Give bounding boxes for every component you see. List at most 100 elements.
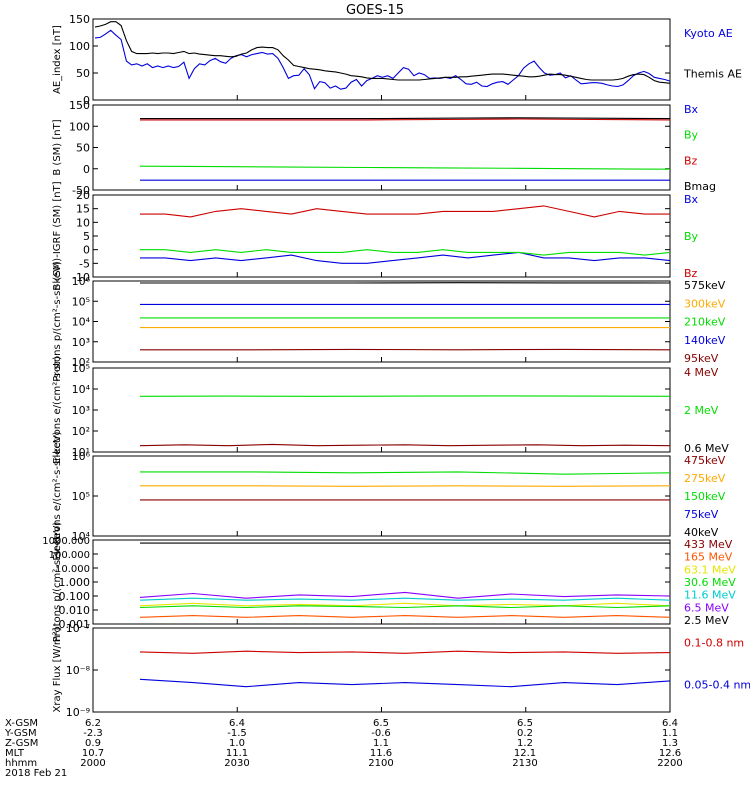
x-row-label: Z-GSM — [5, 738, 38, 749]
x-row-value: 10.7 — [82, 748, 104, 759]
y-tick-label: 10² — [72, 425, 90, 438]
y-axis-label: Protons p/(cm²-s-sr-keV) — [52, 261, 63, 382]
legend-entry: Bx — [684, 103, 699, 116]
y-axis-label: B (SM) [nT] — [52, 119, 63, 175]
x-row-value: 11.6 — [370, 748, 392, 759]
legend-entry: 475keV — [684, 454, 726, 467]
series-line-0-05-0-4-nm — [139, 678, 671, 688]
y-axis-label: B (SM)-IGRF (SM) [nT] — [52, 181, 63, 290]
series-line-11-6-mev — [139, 597, 671, 601]
x-row-value: -1.5 — [227, 728, 247, 739]
y-tick-label: 10⁶ — [72, 450, 91, 463]
legend-entry: Bz — [684, 267, 698, 280]
x-row-value: 1.2 — [517, 738, 533, 749]
panel-4: 10⁶ 10⁵ 10⁴ 10³ 10² Protons p/(cm²-s-sr-keV) 5… — [52, 261, 726, 382]
x-axis-table: X-GSM 6.2 6.4 6.5 6.5 6.4 Y-GSM -2.3 -1.5 -0.6 0.2… — [4, 718, 683, 779]
panel-frame — [92, 627, 671, 713]
y-tick-label: 1000.000 — [42, 536, 90, 547]
y-tick-label: 10⁴ — [72, 383, 91, 396]
series-line-6-5-mev — [139, 591, 671, 599]
series-line-kyoto-ae — [94, 29, 671, 90]
legend-entry: 210keV — [684, 316, 726, 329]
y-axis-label: Electrons e/(cm²-s-sr-keV) — [52, 431, 63, 560]
series-line-by — [140, 249, 671, 256]
legend-entry: 75keV — [684, 508, 719, 521]
y-tick-label: 10⁵ — [72, 362, 90, 375]
x-row-value: 1.1 — [662, 728, 678, 739]
legend-entry: 0.6 MeV — [684, 442, 729, 455]
x-row-value: 11.1 — [226, 748, 248, 759]
series-line-bz — [140, 205, 670, 218]
y-tick-label: 10⁻⁹ — [66, 706, 90, 719]
y-tick-label: 50 — [76, 67, 90, 80]
legend-entry: Bmag — [684, 180, 716, 193]
y-tick-label: 0 — [83, 94, 90, 107]
legend-entry: 0.1-0.8 nm — [684, 636, 744, 649]
legend-entry: 165 MeV — [684, 551, 733, 564]
x-row-value: 12.1 — [514, 748, 536, 759]
series-line-bx — [140, 251, 671, 264]
legend-entry: 40keV — [684, 526, 719, 539]
x-row-label: MLT — [5, 748, 25, 759]
x-row-value: 1.1 — [373, 738, 389, 749]
x-row-value: 6.5 — [373, 718, 389, 729]
x-row-value: 6.4 — [662, 718, 678, 729]
y-tick-label: 0.010 — [59, 604, 91, 617]
series-line-bmag — [140, 117, 671, 120]
panel-frame — [92, 539, 671, 625]
y-tick-label: 10⁻⁷ — [66, 622, 90, 635]
y-tick-label: 10⁴ — [72, 316, 91, 329]
panel-7: 1000.000 100.000 10.0001.0000.1000.0100.00… — [42, 522, 736, 643]
legend-entry: 140keV — [684, 334, 726, 347]
x-row-value: -2.3 — [83, 728, 103, 739]
y-tick-label: 15 — [76, 203, 90, 216]
legend-entry: 30.6 MeV — [684, 576, 736, 589]
x-row-value: 0.9 — [85, 738, 101, 749]
y-tick-label: 50 — [76, 142, 90, 155]
series-line-30-6-mev — [139, 605, 671, 609]
legend-entry: 0.05-0.4 nm — [684, 678, 750, 691]
legend-entry: 95keV — [684, 352, 719, 365]
y-tick-label: 0 — [83, 163, 90, 176]
x-row-value: 6.2 — [85, 718, 101, 729]
y-tick-label: 5 — [83, 230, 90, 243]
legend-entry: 275keV — [684, 472, 726, 485]
y-tick-label: 100 — [69, 40, 90, 53]
y-tick-label: 10³ — [72, 404, 90, 417]
series-line-bz — [140, 118, 671, 121]
legend-entry: Bx — [684, 193, 699, 206]
y-tick-label: 10⁶ — [72, 275, 91, 288]
series-line-150kev — [140, 471, 671, 475]
legend-entry: 4 MeV — [684, 366, 719, 379]
legend-entry: 575keV — [684, 279, 726, 292]
x-row-value: 2000 — [80, 758, 105, 769]
legend-entry: Bz — [684, 154, 698, 167]
legend-entry: 2.5 MeV — [684, 614, 729, 627]
legend-entry: 6.5 MeV — [684, 601, 729, 614]
y-axis-label: Protons p/(cm²-s-sr-keV) — [52, 522, 63, 643]
y-tick-label: 0 — [83, 244, 90, 257]
series-line-0-1-0-8-nm — [139, 650, 671, 654]
y-tick-label: 10⁵ — [72, 295, 90, 308]
y-axis-label: Xray Flux [W/m²] — [52, 627, 63, 712]
y-axis-label: AE_index [nT] — [52, 25, 63, 94]
legend-entry: By — [684, 230, 699, 243]
y-tick-label: 150 — [69, 13, 90, 26]
y-tick-label: 100.000 — [49, 550, 90, 561]
y-tick-label: 10⁴ — [72, 530, 91, 543]
x-row-label: X-GSM — [5, 718, 38, 729]
x-row-value: 1.3 — [662, 738, 678, 749]
panel-frame — [92, 18, 671, 101]
y-tick-label: 10⁻⁸ — [66, 664, 91, 677]
legend-entry: Themis AE — [683, 67, 742, 80]
y-tick-label: 100 — [69, 120, 90, 133]
legend-entry: 11.6 MeV — [684, 589, 736, 602]
panel-frame — [92, 367, 671, 453]
panel-1: 150 100 50 0 AE_index [nT] Kyoto AE Themis AE — [52, 13, 742, 107]
y-tick-label: -5 — [79, 257, 90, 270]
x-row-value: 2200 — [657, 758, 682, 769]
